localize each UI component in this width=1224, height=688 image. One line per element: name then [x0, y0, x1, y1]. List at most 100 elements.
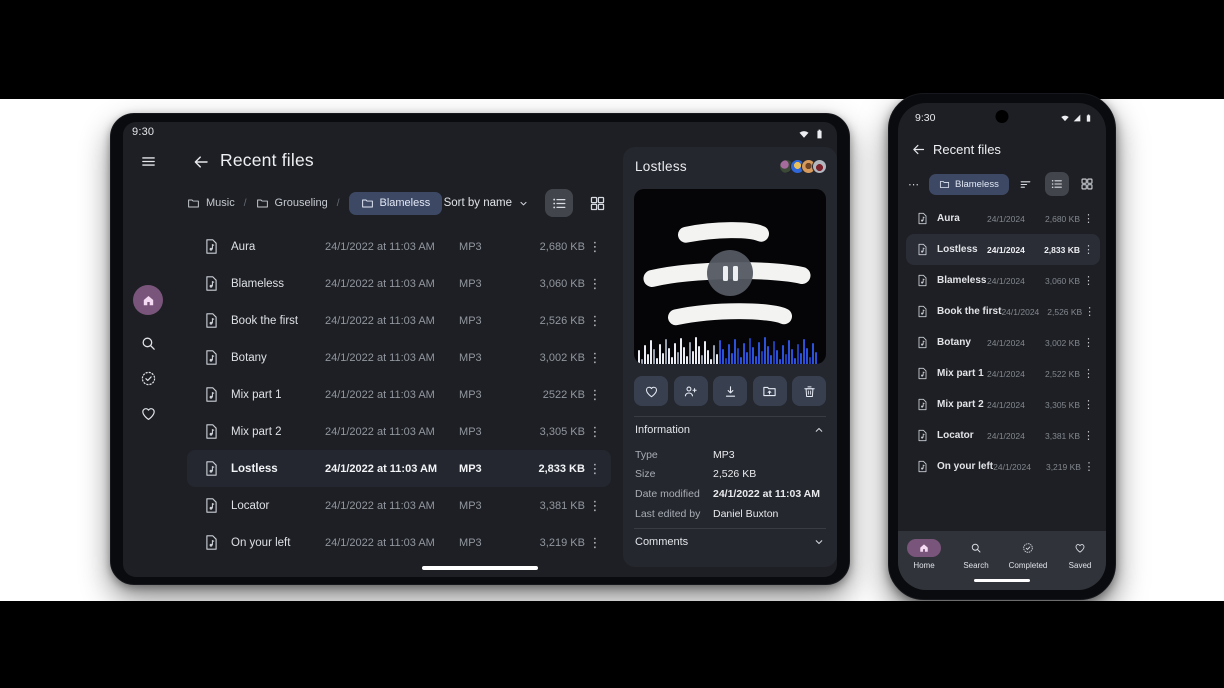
sort-dropdown[interactable]: Sort by name	[444, 197, 529, 209]
menu-icon[interactable]	[140, 153, 157, 170]
waveform-bar	[752, 347, 754, 364]
file-row[interactable]: Locator 24/1/2022 at 11:03 AM MP3 3,381 KB ⋮	[187, 487, 611, 524]
file-row[interactable]: Lostless 24/1/2022 at 11:03 AM MP3 2,833 KB…	[187, 450, 611, 487]
download-button[interactable]	[713, 376, 747, 406]
file-row[interactable]: Aura 24/1/2024 2,680 KB ⋮	[906, 203, 1100, 234]
delete-button[interactable]	[792, 376, 826, 406]
audio-waveform[interactable]	[638, 334, 822, 364]
file-row[interactable]: Mix part 2 24/1/2022 at 11:03 AM MP3 3,305 …	[187, 413, 611, 450]
overflow-menu-icon[interactable]: ⋮	[588, 460, 602, 476]
back-arrow-icon[interactable]	[192, 153, 210, 171]
completed-icon	[1011, 539, 1045, 557]
comments-section-header[interactable]: Comments	[635, 536, 825, 548]
waveform-bar	[788, 340, 790, 364]
overflow-menu-icon[interactable]: ⋮	[588, 238, 602, 254]
overflow-menu-icon[interactable]: ⋮	[588, 312, 602, 328]
audio-file-icon	[916, 336, 929, 349]
sidebar-item-home[interactable]	[133, 285, 163, 315]
battery-icon	[1086, 114, 1091, 122]
overflow-menu-icon[interactable]: ⋮	[1083, 275, 1094, 287]
file-row[interactable]: On your left 24/1/2024 3,219 KB ⋮	[906, 451, 1100, 482]
grid-view-button[interactable]	[1075, 172, 1099, 196]
pause-button[interactable]	[707, 250, 753, 296]
overflow-menu-icon[interactable]: ⋮	[1083, 461, 1095, 473]
overflow-menu-icon[interactable]: ⋮	[588, 275, 602, 291]
waveform-bar	[719, 340, 721, 364]
page-title: Recent files	[933, 142, 1001, 157]
info-value: MP3	[713, 448, 735, 461]
overflow-menu-icon[interactable]: ⋮	[588, 497, 602, 513]
overflow-menu-icon[interactable]: ⋮	[1083, 213, 1094, 225]
gesture-bar[interactable]	[974, 578, 1030, 582]
audio-file-icon	[203, 349, 220, 366]
info-label: Size	[635, 468, 656, 481]
file-row[interactable]: Book the first 24/1/2022 at 11:03 AM MP3 2,…	[187, 302, 611, 339]
sidebar-item-saved[interactable]	[133, 398, 163, 428]
tablet-status-icons	[798, 128, 825, 140]
overflow-menu-icon[interactable]: ⋮	[588, 349, 602, 365]
overflow-menu-icon[interactable]: ⋮	[588, 386, 602, 402]
file-row[interactable]: Blameless 24/1/2024 3,060 KB ⋮	[906, 265, 1100, 296]
breadcrumb-item[interactable]: Music	[187, 197, 235, 210]
file-row[interactable]: Mix part 2 24/1/2024 3,305 KB ⋮	[906, 389, 1100, 420]
overflow-menu-icon[interactable]: ⋮	[588, 423, 602, 439]
favorite-button[interactable]	[634, 376, 668, 406]
audio-file-icon	[203, 238, 220, 255]
overflow-menu-icon[interactable]: ⋮	[1083, 430, 1094, 442]
move-to-folder-button[interactable]	[752, 376, 787, 406]
overflow-menu-icon[interactable]: ⋮	[1083, 399, 1094, 411]
file-list: Aura 24/1/2022 at 11:03 AM MP3 2,680 KB ⋮ Bla…	[187, 228, 611, 561]
file-row[interactable]: On your left 24/1/2022 at 11:03 AM MP3 3,21…	[187, 524, 611, 561]
file-date: 24/1/2024	[987, 275, 1025, 286]
file-row[interactable]: Aura 24/1/2022 at 11:03 AM MP3 2,680 KB ⋮	[187, 228, 611, 265]
file-row[interactable]: Lostless 24/1/2024 2,833 KB ⋮	[906, 234, 1100, 265]
breadcrumb-item[interactable]: Grouseling	[256, 197, 328, 210]
audio-file-icon	[203, 275, 220, 292]
file-size: 2522 KB	[542, 388, 585, 401]
grid-view-button[interactable]	[583, 189, 611, 217]
information-section-header[interactable]: Information	[635, 424, 825, 436]
waveform-bar	[707, 350, 709, 364]
waveform-bar	[671, 357, 673, 364]
waveform-bar	[776, 350, 778, 364]
info-label: Date modified	[635, 487, 700, 500]
nav-item-saved[interactable]: Saved	[1054, 539, 1106, 590]
sidebar-item-completed[interactable]	[133, 363, 163, 393]
avatar-4[interactable]	[812, 159, 827, 174]
waveform-bar	[761, 351, 763, 364]
share-button[interactable]	[673, 376, 708, 406]
file-row[interactable]: Mix part 1 24/1/2022 at 11:03 AM MP3 2522 K…	[187, 376, 611, 413]
sidebar-item-search[interactable]	[133, 328, 163, 358]
waveform-bar	[728, 344, 730, 364]
person-add-icon	[684, 386, 697, 396]
breadcrumb-chip-blameless[interactable]: Blameless	[929, 173, 1009, 195]
overflow-menu-icon[interactable]: ⋮	[588, 534, 602, 550]
chevron-up-icon	[815, 427, 823, 432]
file-row[interactable]: Book the first 24/1/2024 2,526 KB ⋮	[906, 296, 1100, 327]
file-name: Lostless	[937, 244, 978, 255]
folder-icon	[256, 198, 268, 208]
nav-item-completed[interactable]: Completed	[1002, 539, 1054, 590]
file-row[interactable]: Botany 24/1/2024 3,002 KB ⋮	[906, 327, 1100, 358]
file-row[interactable]: Botany 24/1/2022 at 11:03 AM MP3 3,002 KB ⋮	[187, 339, 611, 376]
overflow-menu-icon[interactable]: ⋮	[1083, 337, 1094, 349]
nav-item-search[interactable]: Search	[950, 539, 1002, 590]
waveform-bar	[800, 353, 802, 364]
file-row[interactable]: Locator 24/1/2024 3,381 KB ⋮	[906, 420, 1100, 451]
overflow-menu-icon[interactable]: ⋮	[1084, 306, 1096, 318]
sort-button[interactable]	[1014, 173, 1036, 195]
overflow-menu-icon[interactable]: ⋮	[1083, 368, 1094, 380]
breadcrumb-overflow-icon[interactable]: ⋯	[908, 178, 920, 191]
back-arrow-icon[interactable]	[911, 142, 926, 157]
overflow-menu-icon[interactable]: ⋮	[1083, 244, 1094, 256]
nav-item-home[interactable]: Home	[898, 539, 950, 590]
file-row[interactable]: Mix part 1 24/1/2024 2,522 KB ⋮	[906, 358, 1100, 389]
waveform-bar	[749, 338, 751, 364]
breadcrumb-chip[interactable]: Blameless	[348, 191, 443, 215]
list-view-button[interactable]	[545, 189, 573, 217]
list-view-button[interactable]	[1045, 172, 1069, 196]
file-row[interactable]: Blameless 24/1/2022 at 11:03 AM MP3 3,060 K…	[187, 265, 611, 302]
file-name: Lostless	[231, 462, 278, 475]
gesture-bar[interactable]	[422, 566, 538, 570]
